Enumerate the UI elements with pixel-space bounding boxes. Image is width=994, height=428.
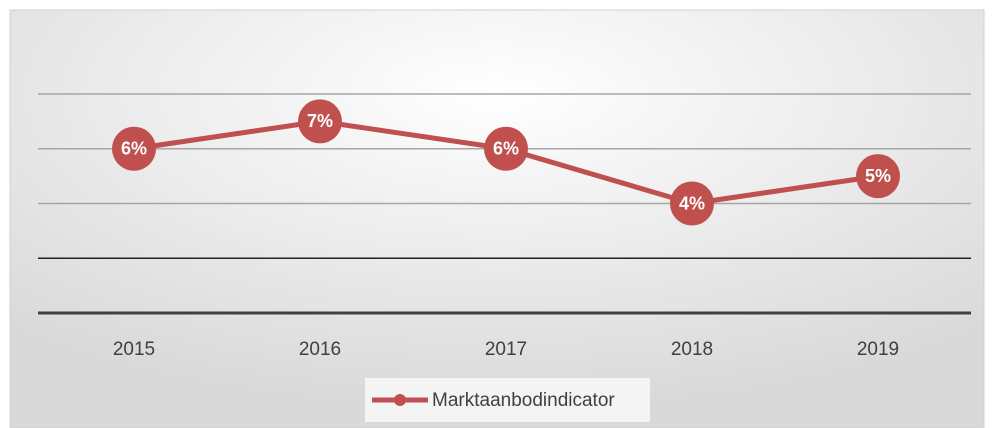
x-tick-label: 2016 (299, 339, 341, 360)
data-label: 4% (679, 193, 705, 213)
x-tick-label: 2015 (113, 339, 155, 360)
legend-label: Marktaanbodindicator (432, 390, 615, 411)
data-point (112, 126, 156, 171)
data-label: 5% (865, 166, 891, 186)
chart-area (9, 9, 985, 428)
data-point (298, 99, 342, 144)
data-point (670, 181, 714, 226)
legend-marker (394, 394, 406, 406)
data-point (484, 126, 528, 171)
data-label: 6% (121, 139, 147, 159)
data-label: 6% (493, 139, 519, 159)
data-label: 7% (307, 111, 333, 131)
data-point (856, 154, 900, 199)
x-tick-label: 2018 (671, 339, 713, 360)
x-tick-label: 2017 (485, 339, 527, 360)
x-tick-label: 2019 (857, 339, 899, 360)
